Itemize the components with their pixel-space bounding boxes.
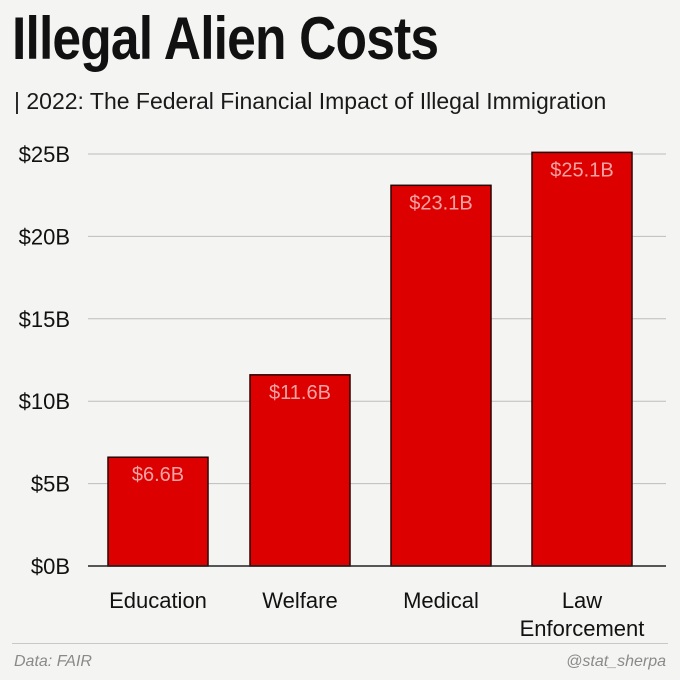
chart-title: Illegal Alien Costs bbox=[12, 5, 439, 72]
x-tick-label: Education bbox=[109, 588, 207, 613]
chart-subtitle: | 2022: The Federal Financial Impact of … bbox=[14, 88, 607, 114]
y-tick-label: $25B bbox=[19, 142, 70, 167]
data-label: $11.6B bbox=[269, 382, 331, 404]
x-tick-label: Law bbox=[562, 588, 602, 613]
bar bbox=[249, 374, 351, 567]
data-label: $25.1B bbox=[550, 159, 613, 181]
bar bbox=[531, 151, 633, 567]
data-label: $23.1B bbox=[409, 192, 472, 214]
data-source-label: Data: FAIR bbox=[14, 653, 92, 670]
author-handle: @stat_sherpa bbox=[566, 653, 666, 670]
y-tick-label: $10B bbox=[19, 389, 70, 414]
x-tick-label: Welfare bbox=[262, 588, 337, 613]
x-tick-label: Medical bbox=[403, 588, 479, 613]
y-tick-label: $0B bbox=[31, 554, 70, 579]
y-tick-label: $20B bbox=[19, 224, 70, 249]
footer-divider bbox=[12, 643, 668, 644]
y-tick-label: $15B bbox=[19, 307, 70, 332]
y-tick-label: $5B bbox=[31, 472, 70, 497]
data-label: $6.6B bbox=[132, 464, 184, 486]
bar bbox=[107, 456, 209, 567]
x-tick-label: Enforcement bbox=[520, 616, 645, 641]
bar bbox=[390, 184, 492, 567]
